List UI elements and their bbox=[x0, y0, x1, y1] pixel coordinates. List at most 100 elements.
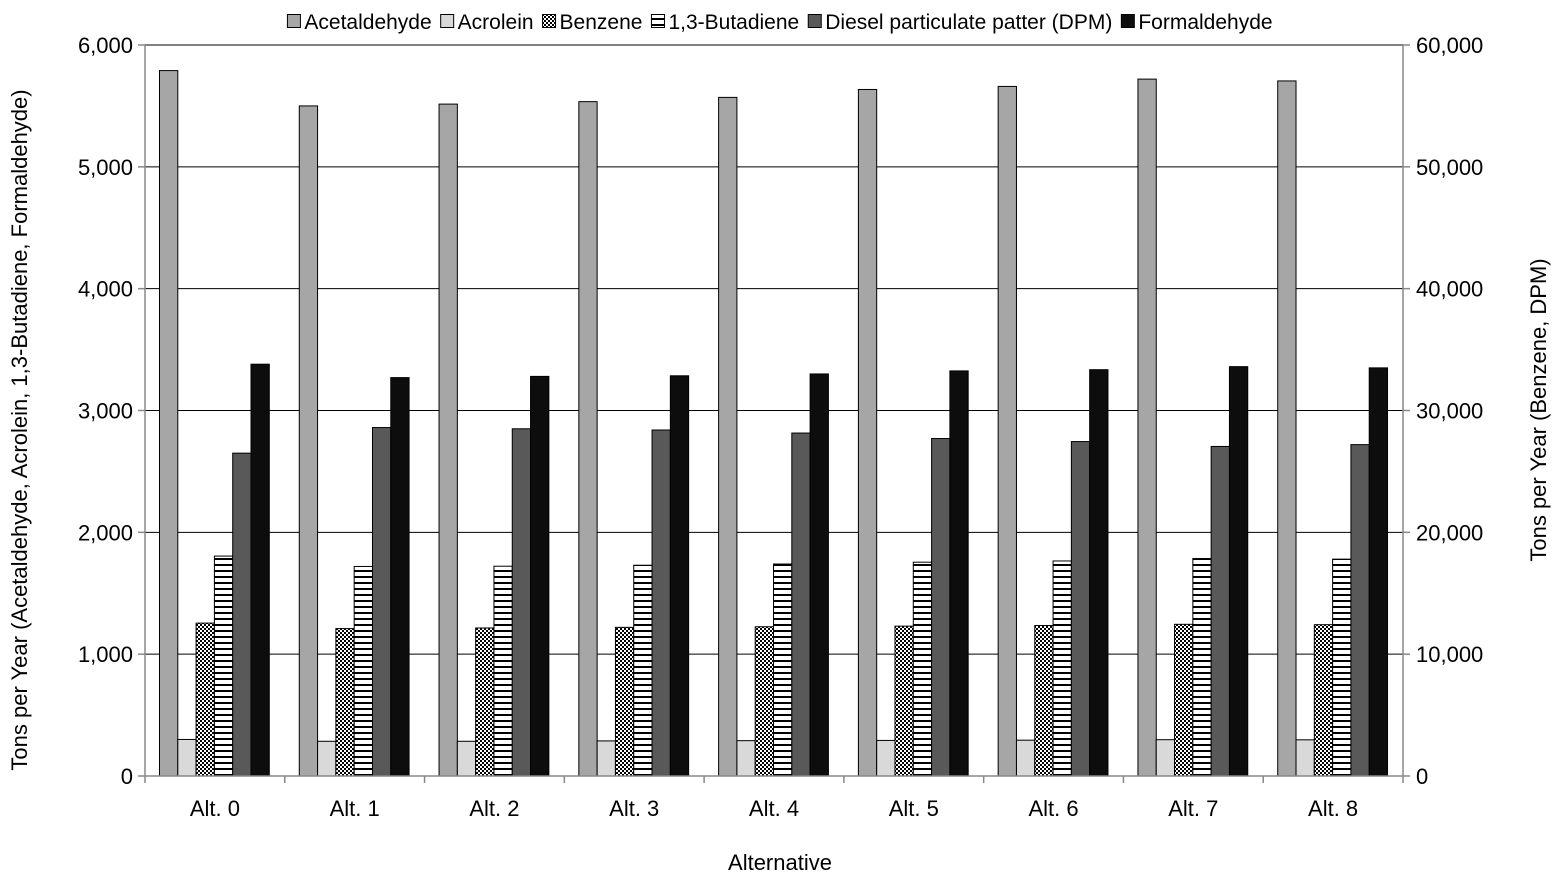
bar-1-3-butadiene-3 bbox=[633, 564, 653, 777]
bar-acrolein-4 bbox=[736, 740, 756, 777]
right-tick-label: 10,000 bbox=[1416, 642, 1483, 667]
right-tick-label: 60,000 bbox=[1416, 33, 1483, 58]
legend: Acetaldehyde Acrolein Benzene 1,3-Butadiene… bbox=[286, 11, 1273, 34]
x-tick-label: Alt. 5 bbox=[889, 796, 939, 821]
bar-benzene-7 bbox=[1174, 623, 1194, 777]
legend-item: Benzene bbox=[542, 11, 643, 34]
x-tick-label: Alt. 3 bbox=[609, 796, 659, 821]
legend-label: Benzene bbox=[560, 11, 643, 34]
left-tick-label: 3,000 bbox=[78, 399, 133, 424]
bar-diesel-particulate-patter-dpm--4 bbox=[791, 432, 811, 777]
bar-acetaldehyde-2 bbox=[438, 103, 458, 777]
right-tick-label: 40,000 bbox=[1416, 277, 1483, 302]
x-axis-title: Alternative bbox=[728, 850, 832, 874]
bar-acetaldehyde-6 bbox=[997, 85, 1017, 777]
bar-1-3-butadiene-0 bbox=[213, 555, 234, 777]
legend-swatch bbox=[542, 14, 557, 28]
left-tick-label: 1,000 bbox=[78, 642, 133, 667]
bar-acetaldehyde-4 bbox=[718, 96, 738, 777]
x-axis-ticks: Alt. 0 Alt. 1 Alt. 2 Alt. 3 Alt. 4 Alt. 5 Alt.… bbox=[144, 776, 1404, 821]
legend-swatch bbox=[286, 14, 301, 28]
left-axis-title: Tons per Year (Acetaldehyde, Acrolein, 1… bbox=[7, 89, 32, 770]
legend-item: Acrolein bbox=[440, 11, 534, 34]
legend-item: Acetaldehyde bbox=[286, 11, 432, 34]
x-tick-label: Alt. 7 bbox=[1168, 796, 1218, 821]
bar-acetaldehyde-8 bbox=[1277, 80, 1297, 777]
legend-swatch bbox=[440, 14, 455, 28]
right-tick-label: 30,000 bbox=[1416, 399, 1483, 424]
left-tick-label: 4,000 bbox=[78, 277, 133, 302]
bar-benzene-1 bbox=[335, 628, 355, 777]
left-tick-label: 2,000 bbox=[78, 520, 133, 545]
bar-acetaldehyde-1 bbox=[298, 105, 319, 777]
x-tick-label: Alt. 8 bbox=[1308, 796, 1358, 821]
x-tick-label: Alt. 6 bbox=[1028, 796, 1078, 821]
bar-diesel-particulate-patter-dpm--7 bbox=[1210, 445, 1230, 777]
bar-formaldehyde-2 bbox=[530, 375, 550, 777]
bar-1-3-butadiene-2 bbox=[493, 565, 513, 777]
legend-label: 1,3-Butadiene bbox=[668, 11, 799, 34]
bar-formaldehyde-4 bbox=[809, 373, 829, 777]
right-tick-label: 50,000 bbox=[1416, 155, 1483, 180]
bar-formaldehyde-5 bbox=[949, 370, 969, 777]
bar-benzene-8 bbox=[1313, 624, 1334, 777]
legend-item: Diesel particulate patter (DPM) bbox=[807, 11, 1112, 34]
bar-benzene-5 bbox=[894, 625, 914, 777]
right-axis-title: Tons per Year (Benzene, DPM) bbox=[1526, 258, 1551, 561]
bar-formaldehyde-3 bbox=[669, 375, 690, 777]
bar-1-3-butadiene-7 bbox=[1192, 558, 1212, 777]
bar-acetaldehyde-0 bbox=[159, 70, 179, 777]
bar-diesel-particulate-patter-dpm--2 bbox=[511, 428, 532, 777]
bar-1-3-butadiene-8 bbox=[1332, 558, 1352, 777]
bar-diesel-particulate-patter-dpm--5 bbox=[931, 438, 951, 777]
bar-acrolein-1 bbox=[317, 740, 337, 777]
bar-acrolein-3 bbox=[596, 740, 616, 777]
bar-diesel-particulate-patter-dpm--1 bbox=[371, 427, 392, 777]
bar-diesel-particulate-patter-dpm--8 bbox=[1350, 444, 1370, 777]
legend-swatch bbox=[807, 14, 822, 28]
bar-acetaldehyde-7 bbox=[1137, 78, 1157, 777]
bar-acrolein-0 bbox=[177, 738, 197, 777]
legend-label: Acetaldehyde bbox=[304, 11, 431, 34]
bar-acrolein-2 bbox=[456, 740, 477, 777]
bar-formaldehyde-6 bbox=[1089, 369, 1109, 777]
legend-label: Acrolein bbox=[458, 11, 534, 34]
bar-diesel-particulate-patter-dpm--3 bbox=[651, 429, 671, 777]
left-axis-ticks: 0 1,000 2,000 3,000 4,000 5,000 6,000 bbox=[78, 33, 145, 789]
right-tick-label: 20,000 bbox=[1416, 520, 1483, 545]
bar-1-3-butadiene-1 bbox=[353, 565, 373, 777]
bar-1-3-butadiene-5 bbox=[912, 561, 933, 777]
bar-formaldehyde-7 bbox=[1228, 366, 1249, 777]
legend-label: Diesel particulate patter (DPM) bbox=[825, 11, 1112, 34]
legend-item: Formaldehyde bbox=[1120, 11, 1273, 34]
bar-acetaldehyde-3 bbox=[578, 101, 598, 777]
bar-benzene-3 bbox=[614, 626, 635, 777]
bar-benzene-0 bbox=[195, 622, 215, 777]
bar-benzene-6 bbox=[1034, 625, 1054, 777]
right-axis-ticks: 0 10,000 20,000 30,000 40,000 50,000 60,000 bbox=[1403, 33, 1483, 789]
left-tick-label: 6,000 bbox=[78, 33, 133, 58]
x-tick-label: Alt. 2 bbox=[469, 796, 519, 821]
bar-benzene-4 bbox=[754, 626, 775, 777]
x-tick-label: Alt. 4 bbox=[749, 796, 799, 821]
legend-label: Formaldehyde bbox=[1138, 11, 1272, 34]
right-tick-label: 0 bbox=[1416, 764, 1428, 789]
bar-formaldehyde-8 bbox=[1368, 367, 1389, 777]
bar-benzene-2 bbox=[475, 627, 495, 777]
bar-acrolein-5 bbox=[876, 739, 896, 777]
legend-swatch bbox=[650, 14, 665, 28]
bar-diesel-particulate-patter-dpm--6 bbox=[1070, 441, 1091, 777]
bar-acrolein-6 bbox=[1015, 739, 1036, 777]
bar-1-3-butadiene-4 bbox=[773, 563, 793, 777]
legend-item: 1,3-Butadiene bbox=[650, 11, 799, 34]
x-tick-label: Alt. 1 bbox=[330, 796, 380, 821]
x-tick-label: Alt. 0 bbox=[190, 796, 240, 821]
legend-swatch bbox=[1120, 14, 1135, 28]
bars bbox=[159, 70, 1389, 777]
bar-formaldehyde-0 bbox=[250, 363, 270, 777]
bar-acrolein-7 bbox=[1155, 739, 1176, 777]
bar-1-3-butadiene-6 bbox=[1052, 560, 1072, 777]
left-tick-label: 5,000 bbox=[78, 155, 133, 180]
